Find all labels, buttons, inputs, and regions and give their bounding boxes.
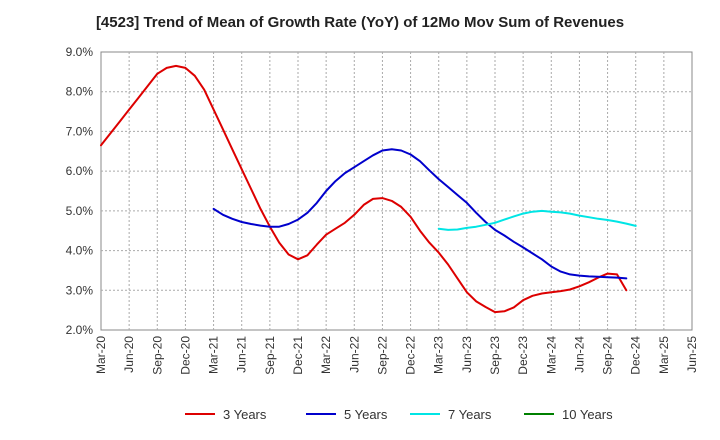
x-tick-label: Dec-24 — [629, 336, 643, 375]
x-tick-label: Sep-24 — [601, 336, 615, 375]
x-tick-label: Jun-23 — [460, 336, 474, 373]
x-tick-label: Dec-21 — [291, 336, 305, 375]
x-tick-label: Jun-25 — [685, 336, 699, 373]
y-tick-label: 9.0% — [66, 45, 94, 59]
x-tick-label: Mar-24 — [544, 336, 558, 374]
x-tick-label: Mar-23 — [432, 336, 446, 374]
legend-label-3-years: 3 Years — [223, 407, 267, 422]
y-tick-label: 7.0% — [66, 124, 94, 138]
x-tick-label: Jun-20 — [122, 336, 136, 373]
x-tick-label: Sep-20 — [150, 336, 164, 375]
x-tick-label: Dec-23 — [516, 336, 530, 375]
y-tick-label: 2.0% — [66, 323, 94, 337]
y-tick-label: 8.0% — [66, 85, 94, 99]
legend-label-7-years: 7 Years — [448, 407, 492, 422]
plot-area — [100, 51, 693, 331]
x-tick-label: Dec-22 — [404, 336, 418, 375]
series-line-5-years — [212, 148, 628, 280]
y-tick-label: 4.0% — [66, 244, 94, 258]
y-tick-label: 6.0% — [66, 164, 94, 178]
legend-label-10-years: 10 Years — [562, 407, 613, 422]
x-tick-label: Jun-21 — [235, 336, 249, 373]
x-tick-label: Sep-21 — [263, 336, 277, 375]
legend-label-5-years: 5 Years — [344, 407, 388, 422]
y-tick-label: 5.0% — [66, 204, 94, 218]
x-tick-label: Mar-22 — [319, 336, 333, 374]
x-tick-label: Mar-21 — [207, 336, 221, 374]
x-tick-label: Dec-20 — [178, 336, 192, 375]
series-line-3-years — [100, 64, 628, 314]
x-tick-label: Mar-20 — [94, 336, 108, 374]
chart-title: [4523] Trend of Mean of Growth Rate (YoY… — [95, 14, 625, 31]
series-line-7-years — [437, 209, 637, 231]
x-tick-label: Sep-23 — [488, 336, 502, 375]
x-tick-label: Jun-24 — [572, 336, 586, 373]
x-tick-label: Sep-22 — [375, 336, 389, 375]
y-tick-label: 3.0% — [66, 283, 94, 297]
x-tick-label: Mar-25 — [657, 336, 671, 374]
x-tick-label: Jun-22 — [347, 336, 361, 373]
